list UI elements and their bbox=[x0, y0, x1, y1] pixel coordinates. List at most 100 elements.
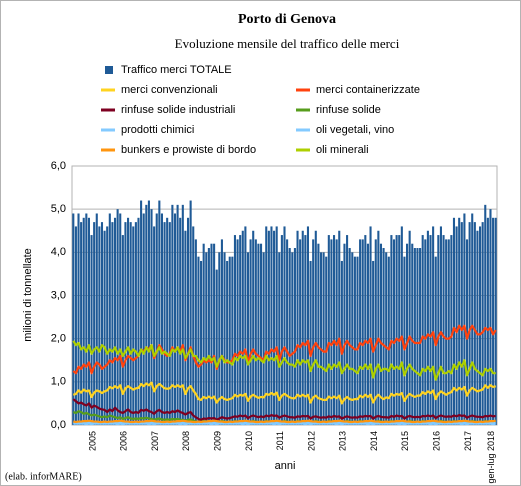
bar bbox=[111, 222, 114, 425]
bar bbox=[280, 235, 283, 425]
bar bbox=[296, 230, 299, 425]
bar bbox=[385, 252, 388, 425]
bar bbox=[249, 239, 252, 425]
bar bbox=[387, 256, 390, 425]
bar bbox=[338, 230, 341, 425]
bar bbox=[369, 226, 372, 425]
bar bbox=[252, 230, 255, 425]
bar bbox=[353, 256, 356, 425]
bar bbox=[286, 239, 289, 425]
y-tick-label: 2,0 bbox=[51, 333, 66, 345]
line-series bbox=[73, 419, 496, 424]
legend-label: bunkers e prowiste di bordo bbox=[121, 144, 256, 156]
bar bbox=[95, 213, 98, 425]
bar bbox=[356, 256, 359, 425]
line-series bbox=[72, 381, 497, 405]
bar bbox=[419, 248, 422, 425]
bar bbox=[184, 230, 187, 425]
bar bbox=[291, 252, 294, 425]
bar bbox=[100, 222, 104, 425]
bar bbox=[332, 235, 336, 425]
bar bbox=[218, 252, 221, 425]
bar bbox=[437, 235, 440, 425]
bar bbox=[424, 239, 427, 425]
y-tick-label: 6,0 bbox=[51, 160, 66, 172]
bar bbox=[392, 239, 396, 425]
bar bbox=[481, 222, 484, 425]
legend-label: Traffico merci TOTALE bbox=[121, 64, 232, 76]
bar bbox=[439, 226, 442, 425]
bar bbox=[113, 217, 117, 425]
bar bbox=[155, 213, 158, 425]
x-tick-label: 2014 bbox=[369, 431, 379, 451]
bar bbox=[223, 252, 226, 425]
bar bbox=[325, 256, 328, 425]
bar bbox=[319, 252, 323, 425]
bar bbox=[239, 235, 242, 425]
bar bbox=[202, 243, 205, 425]
bar bbox=[299, 239, 302, 425]
bar bbox=[160, 213, 163, 425]
bar bbox=[343, 243, 346, 425]
bar bbox=[374, 239, 377, 425]
bar bbox=[450, 235, 453, 425]
legend-label: oli vegetali, vino bbox=[316, 124, 394, 136]
bar bbox=[72, 213, 75, 425]
chart-title: Porto di Genova bbox=[238, 12, 336, 27]
bar bbox=[142, 213, 145, 425]
bar bbox=[426, 230, 429, 425]
bar bbox=[137, 217, 140, 425]
bar bbox=[236, 239, 239, 425]
bar bbox=[416, 248, 419, 425]
bar bbox=[121, 235, 124, 425]
legend-label: merci containerizzate bbox=[316, 84, 420, 96]
bar bbox=[74, 226, 77, 425]
bar bbox=[207, 248, 210, 425]
bar bbox=[359, 239, 362, 425]
bar bbox=[273, 230, 276, 425]
bar bbox=[241, 230, 244, 425]
bar bbox=[127, 217, 130, 425]
bar bbox=[213, 243, 216, 425]
source-note: (elab. inforMARE) bbox=[5, 471, 82, 482]
bar bbox=[468, 222, 471, 425]
bar bbox=[150, 209, 153, 425]
bar bbox=[366, 243, 369, 425]
line-series bbox=[72, 398, 496, 421]
bar bbox=[181, 204, 184, 425]
y-axis-title: milioni di tonnellate bbox=[22, 248, 34, 342]
bar bbox=[265, 226, 268, 425]
bar bbox=[85, 213, 88, 425]
bar bbox=[267, 230, 270, 425]
bar bbox=[98, 226, 101, 425]
bar bbox=[473, 222, 476, 425]
legend-label: rinfuse solide bbox=[316, 104, 381, 116]
x-tick-label: 2013 bbox=[338, 431, 348, 451]
bar bbox=[116, 209, 119, 425]
bar bbox=[140, 200, 143, 425]
bar bbox=[400, 226, 403, 425]
x-tick-label: 2016 bbox=[431, 431, 441, 451]
bar bbox=[398, 235, 401, 425]
bar bbox=[445, 239, 448, 425]
bar bbox=[200, 260, 203, 425]
bar bbox=[432, 226, 435, 425]
bar bbox=[197, 256, 200, 425]
bar bbox=[476, 230, 479, 425]
x-tick-label: 2005 bbox=[87, 431, 97, 451]
bar bbox=[304, 235, 307, 425]
bar bbox=[447, 239, 450, 425]
y-tick-label: 3,0 bbox=[51, 289, 66, 301]
bar bbox=[484, 204, 487, 425]
chart-subtitle: Evoluzione mensile del traffico delle me… bbox=[175, 36, 400, 51]
bar bbox=[194, 239, 197, 425]
bar bbox=[411, 243, 414, 425]
legend-swatch bbox=[105, 66, 113, 74]
bar bbox=[119, 213, 122, 425]
bar bbox=[322, 252, 325, 425]
bar bbox=[379, 243, 383, 425]
x-tick-label: 2012 bbox=[306, 431, 316, 451]
bar bbox=[330, 239, 333, 425]
